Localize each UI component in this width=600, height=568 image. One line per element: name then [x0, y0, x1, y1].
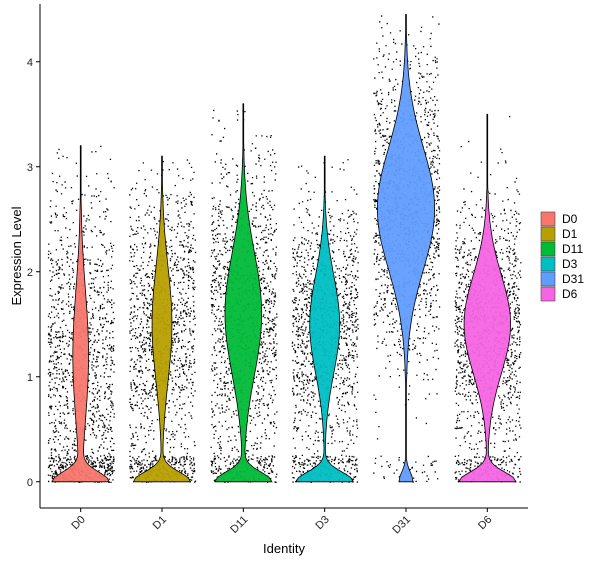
- violin-d6: [457, 113, 517, 483]
- x-tick-label-d0: D0: [69, 514, 87, 532]
- legend-key-d11: [540, 241, 556, 257]
- legend-label-d1: D1: [562, 227, 578, 241]
- violin-d3: [295, 155, 354, 483]
- legend-label-d11: D11: [562, 242, 583, 256]
- y-tick-label-0: 0: [27, 477, 33, 489]
- violin-d31: [377, 14, 435, 483]
- x-tick-label-d11: D11: [228, 514, 250, 536]
- x-tick-label-d3: D3: [313, 514, 331, 532]
- violin-d1: [132, 155, 192, 483]
- y-tick-label-1: 1: [27, 372, 33, 384]
- y-tick-label-2: 2: [27, 267, 33, 279]
- y-axis-ticks: 0 1 2 3 4: [27, 57, 40, 489]
- legend-label-d0: D0: [562, 212, 578, 226]
- legend-key-d1: [540, 226, 556, 242]
- x-tick-label-d1: D1: [151, 514, 169, 532]
- legend-label-d3: D3: [562, 257, 578, 271]
- violins: [51, 14, 517, 483]
- legend-key-d6: [540, 286, 556, 302]
- x-axis-ticks: D0 D1 D11 D3 D31 D6: [69, 508, 494, 536]
- jitter-points-d0: [47, 145, 115, 484]
- x-axis-title: Identity: [263, 541, 305, 556]
- legend-key-d3: [540, 256, 556, 272]
- x-tick-label-d31: D31: [390, 514, 413, 537]
- x-tick-label-d6: D6: [476, 514, 494, 532]
- legend-key-d31: [540, 271, 556, 287]
- violin-d11: [213, 103, 273, 483]
- y-tick-label-4: 4: [27, 57, 33, 69]
- jitter-points: [47, 15, 522, 484]
- legend-label-d6: D6: [562, 287, 578, 301]
- legend-key-d0: [540, 211, 556, 227]
- y-tick-label-3: 3: [27, 162, 33, 174]
- y-axis-title: Expression Level: [9, 206, 24, 305]
- violin-d0: [51, 145, 110, 483]
- legend-label-d31: D31: [562, 272, 584, 286]
